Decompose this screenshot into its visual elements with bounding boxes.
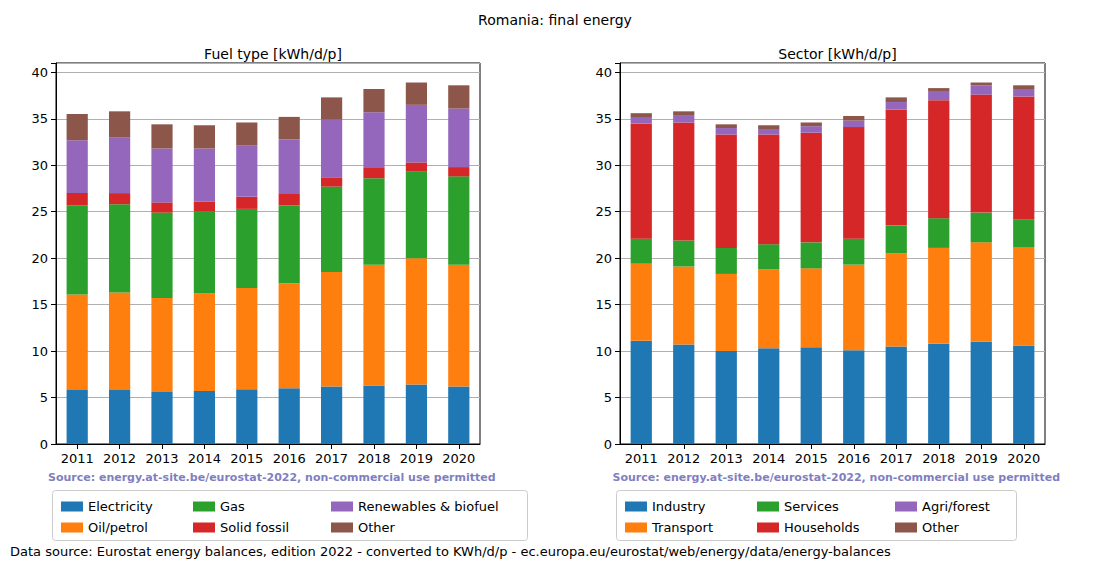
svg-text:Other: Other	[922, 520, 960, 535]
svg-text:15: 15	[31, 297, 48, 312]
svg-text:0: 0	[604, 437, 612, 452]
svg-text:35: 35	[31, 111, 48, 126]
svg-text:25: 25	[595, 204, 612, 219]
svg-text:10: 10	[31, 344, 48, 359]
svg-text:35: 35	[595, 111, 612, 126]
svg-text:Electricity: Electricity	[88, 499, 153, 514]
svg-text:Households: Households	[784, 520, 860, 535]
svg-text:Solid fossil: Solid fossil	[220, 520, 289, 535]
svg-text:40: 40	[595, 65, 612, 80]
svg-text:2011: 2011	[61, 451, 94, 466]
svg-text:Romania: final energy: Romania: final energy	[478, 12, 632, 28]
svg-text:2013: 2013	[145, 451, 178, 466]
svg-text:2019: 2019	[400, 451, 433, 466]
svg-text:Other: Other	[358, 520, 396, 535]
svg-text:Sector [kWh/d/p]: Sector [kWh/d/p]	[778, 46, 896, 62]
svg-text:10: 10	[595, 344, 612, 359]
svg-text:30: 30	[595, 158, 612, 173]
svg-text:2012: 2012	[103, 451, 136, 466]
svg-text:2015: 2015	[795, 451, 828, 466]
svg-text:Transport: Transport	[651, 520, 713, 535]
svg-text:2018: 2018	[357, 451, 390, 466]
svg-text:2019: 2019	[965, 451, 998, 466]
svg-text:25: 25	[31, 204, 48, 219]
svg-text:40: 40	[31, 65, 48, 80]
svg-text:20: 20	[31, 251, 48, 266]
svg-text:Data source: Eurostat energy b: Data source: Eurostat energy balances, e…	[10, 544, 891, 559]
svg-text:Industry: Industry	[652, 499, 706, 514]
svg-text:2020: 2020	[442, 451, 475, 466]
svg-text:5: 5	[604, 390, 612, 405]
svg-text:2015: 2015	[230, 451, 263, 466]
svg-text:Oil/petrol: Oil/petrol	[88, 520, 148, 535]
svg-text:Renewables & biofuel: Renewables & biofuel	[358, 499, 499, 514]
svg-text:30: 30	[31, 158, 48, 173]
svg-text:Source: energy.at-site.be/euro: Source: energy.at-site.be/eurostat-2022,…	[48, 471, 496, 484]
svg-text:2020: 2020	[1007, 451, 1040, 466]
svg-text:2011: 2011	[625, 451, 658, 466]
svg-text:2016: 2016	[837, 451, 870, 466]
svg-text:20: 20	[595, 251, 612, 266]
svg-text:2013: 2013	[710, 451, 743, 466]
svg-text:2014: 2014	[188, 451, 221, 466]
svg-text:Services: Services	[784, 499, 839, 514]
svg-text:5: 5	[40, 390, 48, 405]
svg-text:Gas: Gas	[220, 499, 245, 514]
svg-text:0: 0	[40, 437, 48, 452]
svg-text:2016: 2016	[273, 451, 306, 466]
svg-text:2018: 2018	[922, 451, 955, 466]
svg-text:2017: 2017	[880, 451, 913, 466]
svg-text:2014: 2014	[752, 451, 785, 466]
svg-text:Agri/forest: Agri/forest	[922, 499, 990, 514]
svg-text:Fuel type [kWh/d/p]: Fuel type [kWh/d/p]	[204, 46, 342, 62]
svg-text:15: 15	[595, 297, 612, 312]
svg-text:2012: 2012	[667, 451, 700, 466]
svg-text:2017: 2017	[315, 451, 348, 466]
svg-text:Source: energy.at-site.be/euro: Source: energy.at-site.be/eurostat-2022,…	[613, 471, 1061, 484]
